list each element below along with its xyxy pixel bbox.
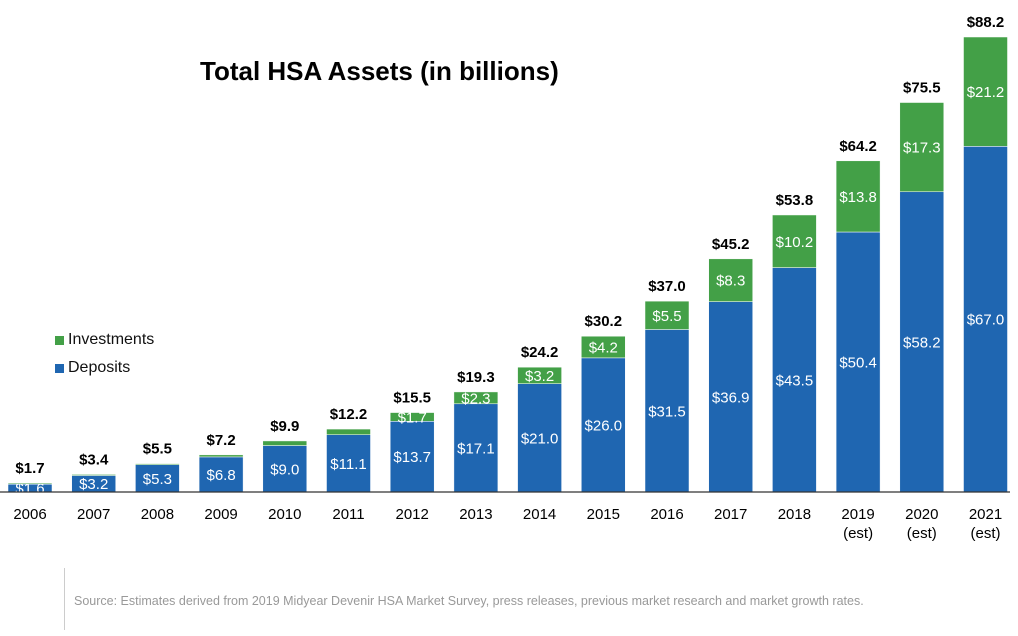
legend: Investments Deposits [55,326,154,382]
total-label: $15.5 [393,390,431,407]
total-label: $5.5 [143,441,172,458]
total-label: $37.0 [648,278,686,295]
x-tick-label: 2006 [13,506,46,523]
data-label-deposits: $1.6 [15,480,44,497]
x-tick-label: 2019 [841,506,874,523]
data-label-deposits: $67.0 [967,312,1005,329]
x-tick-label: 2017 [714,506,747,523]
data-label-investments: $5.5 [652,308,681,325]
x-tick-label: 2014 [523,506,556,523]
bar-investments [71,474,116,476]
x-tick-label: 2009 [204,506,237,523]
bar-investments [135,463,180,465]
bar-investments [389,412,435,422]
x-tick-label: (est) [907,525,937,542]
bar-investments [581,335,626,359]
bar-investments [7,482,53,485]
x-tick-label: (est) [971,525,1001,542]
data-label-investments: $13.8 [839,189,877,206]
data-label-deposits: $9.0 [270,461,299,478]
legend-item-investments: Investments [55,326,154,354]
data-label-deposits: $3.2 [79,476,108,493]
bar-deposits [581,357,626,493]
legend-label-deposits: Deposits [68,359,131,376]
bar-deposits [326,434,371,493]
x-tick-label: 2011 [332,506,364,523]
x-tick-label: 2020 [905,506,938,523]
bar-investments [708,258,753,302]
bar-deposits [517,383,562,493]
legend-item-deposits: Deposits [55,354,154,382]
bar-investments [262,440,308,446]
data-label-investments: $4.2 [589,340,618,357]
legend-swatch-deposits [55,363,64,373]
data-label-investments: $8.3 [716,273,745,290]
bar-investments [644,300,690,330]
total-label: $3.4 [79,451,109,468]
data-label-deposits: $13.7 [393,449,431,466]
total-label: $88.2 [967,14,1005,31]
total-label: $64.2 [839,138,877,155]
data-label-deposits: $43.5 [776,372,814,389]
x-tick-label: 2013 [459,506,492,523]
x-tick-label: (est) [843,525,873,542]
source-divider [64,568,65,630]
data-label-investments: $10.2 [776,234,814,251]
x-tick-label: 2021 [969,506,1002,523]
total-label: $24.2 [521,344,559,361]
x-tick-label: 2010 [268,506,301,523]
data-label-deposits: $21.0 [521,430,559,447]
total-label: $75.5 [903,80,941,97]
bar-deposits [835,231,881,493]
x-tick-label: 2018 [778,506,811,523]
total-label: $30.2 [585,313,623,330]
legend-swatch-investments [55,335,64,345]
data-label-deposits: $6.8 [206,467,235,484]
bar-deposits [453,403,499,493]
x-tick-label: 2012 [396,506,429,523]
bar-deposits [389,421,435,493]
x-tick-label: 2007 [77,506,110,523]
data-label-deposits: $31.5 [648,403,686,420]
bar-investments [899,102,945,193]
chart-title: Total HSA Assets (in billions) [200,56,559,86]
total-label: $45.2 [712,236,750,253]
total-label: $9.9 [270,418,299,435]
data-label-deposits: $58.2 [903,334,941,351]
data-label-investments: $1.7 [398,409,427,426]
data-label-deposits: $11.1 [330,456,366,473]
data-label-deposits: $50.4 [839,355,877,372]
data-label-deposits: $26.0 [585,417,623,434]
bar-investments [963,36,1008,147]
x-tick-label: 2016 [650,506,683,523]
legend-label-investments: Investments [68,331,155,348]
x-tick-label: 2015 [587,506,620,523]
total-label: $19.3 [457,369,495,386]
bar-deposits [262,445,308,493]
source-note: Source: Estimates derived from 2019 Midy… [74,594,864,608]
total-label: $53.8 [776,192,814,209]
total-label: $1.7 [15,460,44,477]
total-label: $12.2 [330,406,368,423]
bar-investments [453,391,499,405]
bar-investments [198,454,244,458]
data-label-deposits: $17.1 [457,440,495,457]
bar-deposits [772,267,817,493]
data-label-deposits: $36.9 [712,389,750,406]
data-label-deposits: $5.3 [143,471,172,488]
bar-deposits [198,456,244,493]
stacked-bar-chart: $1.6 $1.7 2006 $3.2 $3.4 2007 $5.3 $5.5 2008 $6.8… [0,14,1010,542]
data-label-investments: $3.2 [525,368,554,385]
data-label-investments: $21.2 [967,84,1005,101]
bar-investments [326,428,371,435]
bar-investments [517,366,562,384]
data-label-investments: $2.3 [461,390,490,407]
bar-deposits [708,301,753,493]
bar-investments [835,160,881,233]
x-tick-label: 2008 [141,506,174,523]
total-label: $7.2 [206,432,235,449]
data-label-investments: $17.3 [903,140,941,157]
bar-investments [772,214,817,268]
bar-deposits [963,146,1008,493]
